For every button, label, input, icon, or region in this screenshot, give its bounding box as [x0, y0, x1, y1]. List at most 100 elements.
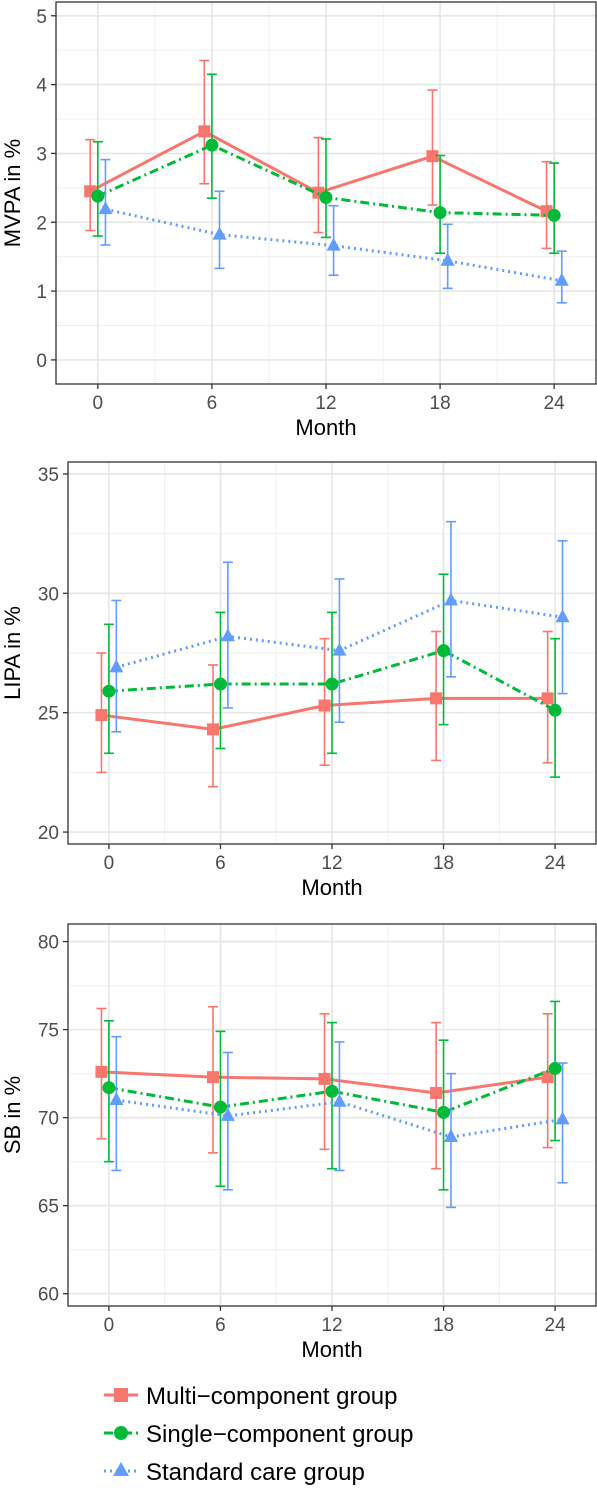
data-point-single	[433, 206, 447, 220]
y-tick-label: 30	[38, 584, 59, 605]
series-multi	[95, 1005, 554, 1170]
x-tick-label: 6	[215, 853, 226, 874]
data-point-multi	[207, 1071, 220, 1084]
data-point-standard	[332, 642, 347, 656]
legend-item-multi: Multi−component group	[104, 1383, 397, 1410]
error-bar	[313, 136, 324, 234]
error-bar	[549, 162, 560, 255]
y-tick-label: 80	[38, 933, 59, 954]
x-axis-title: Month	[295, 415, 356, 440]
data-point-single	[102, 1081, 116, 1095]
data-point-single	[325, 1084, 339, 1098]
data-point-single	[213, 677, 227, 691]
error-bar	[435, 154, 446, 255]
data-point-standard	[555, 1111, 570, 1125]
x-tick-label: 18	[433, 853, 454, 874]
y-tick-label: 0	[36, 351, 47, 372]
legend: Multi−component group Single−component g…	[104, 1383, 414, 1486]
legend-marker-single	[114, 1426, 128, 1440]
x-tick-label: 12	[321, 853, 342, 874]
data-point-single	[548, 703, 562, 717]
y-tick-label: 65	[38, 1197, 59, 1218]
x-tick-label: 12	[315, 393, 336, 414]
error-bar	[199, 59, 210, 185]
error-bar	[206, 73, 217, 199]
data-point-single	[102, 684, 116, 698]
data-point-multi	[541, 692, 554, 705]
error-bar	[85, 138, 96, 232]
y-tick-label: 75	[38, 1021, 59, 1042]
data-point-single	[437, 1105, 451, 1119]
data-point-standard	[555, 609, 570, 623]
y-tick-label: 25	[38, 704, 59, 725]
x-tick-label: 24	[544, 393, 566, 414]
series-line-standard	[105, 207, 563, 283]
x-tick-label: 24	[545, 853, 567, 874]
data-point-multi	[426, 150, 439, 163]
legend-label-multi: Multi−component group	[146, 1383, 397, 1410]
data-point-multi	[318, 699, 331, 712]
y-tick-label: 5	[36, 7, 47, 28]
y-axis-title: SB in %	[0, 1076, 25, 1154]
y-tick-label: 3	[36, 144, 47, 165]
panel-3: 60 65 70 75 80 0 6 12 18 24 Month SB in %	[0, 923, 597, 1362]
series-single	[91, 73, 561, 255]
data-point-single	[319, 190, 333, 204]
legend-marker-multi	[114, 1388, 128, 1402]
data-point-single	[325, 677, 339, 691]
data-point-multi	[430, 1086, 443, 1099]
series-single	[102, 573, 562, 778]
x-axis-title: Month	[301, 875, 362, 900]
x-tick-label: 6	[215, 1315, 226, 1336]
y-tick-label: 2	[36, 213, 47, 234]
data-point-standard	[98, 201, 113, 215]
data-point-single	[437, 644, 451, 658]
x-tick-label: 6	[207, 393, 218, 414]
y-tick-label: 35	[38, 465, 59, 486]
series-standard	[109, 1035, 570, 1209]
legend-label-standard: Standard care group	[146, 1459, 365, 1486]
data-point-standard	[443, 592, 458, 606]
data-point-multi	[430, 692, 443, 705]
error-bar	[541, 160, 552, 250]
x-tick-label: 0	[93, 393, 104, 414]
y-axis-title: MVPA in %	[0, 139, 25, 247]
panel-2: 20 25 30 35 0 6 12 18 24 Month LIPA in %	[0, 461, 597, 900]
y-tick-label: 4	[36, 76, 47, 97]
x-tick-label: 0	[104, 1315, 115, 1336]
data-point-multi	[318, 1072, 331, 1085]
legend-marker-standard	[113, 1462, 129, 1476]
data-point-single	[205, 138, 219, 152]
error-bar	[321, 138, 331, 239]
data-point-standard	[109, 659, 124, 673]
data-point-multi	[95, 1065, 108, 1078]
data-point-multi	[95, 709, 108, 722]
series-line-standard	[116, 1098, 563, 1139]
data-point-single	[91, 189, 105, 203]
legend-item-single: Single−component group	[104, 1421, 414, 1448]
data-point-single	[547, 208, 561, 222]
y-tick-label: 60	[38, 1285, 59, 1306]
series-standard	[109, 520, 570, 733]
data-point-standard	[109, 1092, 124, 1106]
error-bar	[222, 1051, 233, 1191]
x-tick-label: 18	[430, 393, 451, 414]
legend-item-standard: Standard care group	[104, 1459, 365, 1486]
data-point-standard	[332, 1093, 347, 1107]
y-tick-label: 1	[36, 282, 47, 303]
x-tick-label: 12	[321, 1315, 342, 1336]
y-tick-label: 70	[38, 1109, 59, 1130]
data-point-multi	[207, 723, 220, 736]
data-point-standard	[443, 1129, 458, 1143]
data-point-multi	[198, 125, 211, 138]
data-point-standard	[440, 252, 455, 266]
series-multi	[95, 630, 554, 788]
x-tick-label: 18	[433, 1315, 454, 1336]
data-point-standard	[220, 1107, 235, 1121]
data-point-standard	[554, 272, 569, 286]
data-point-single	[213, 1100, 227, 1114]
data-point-standard	[326, 237, 341, 251]
